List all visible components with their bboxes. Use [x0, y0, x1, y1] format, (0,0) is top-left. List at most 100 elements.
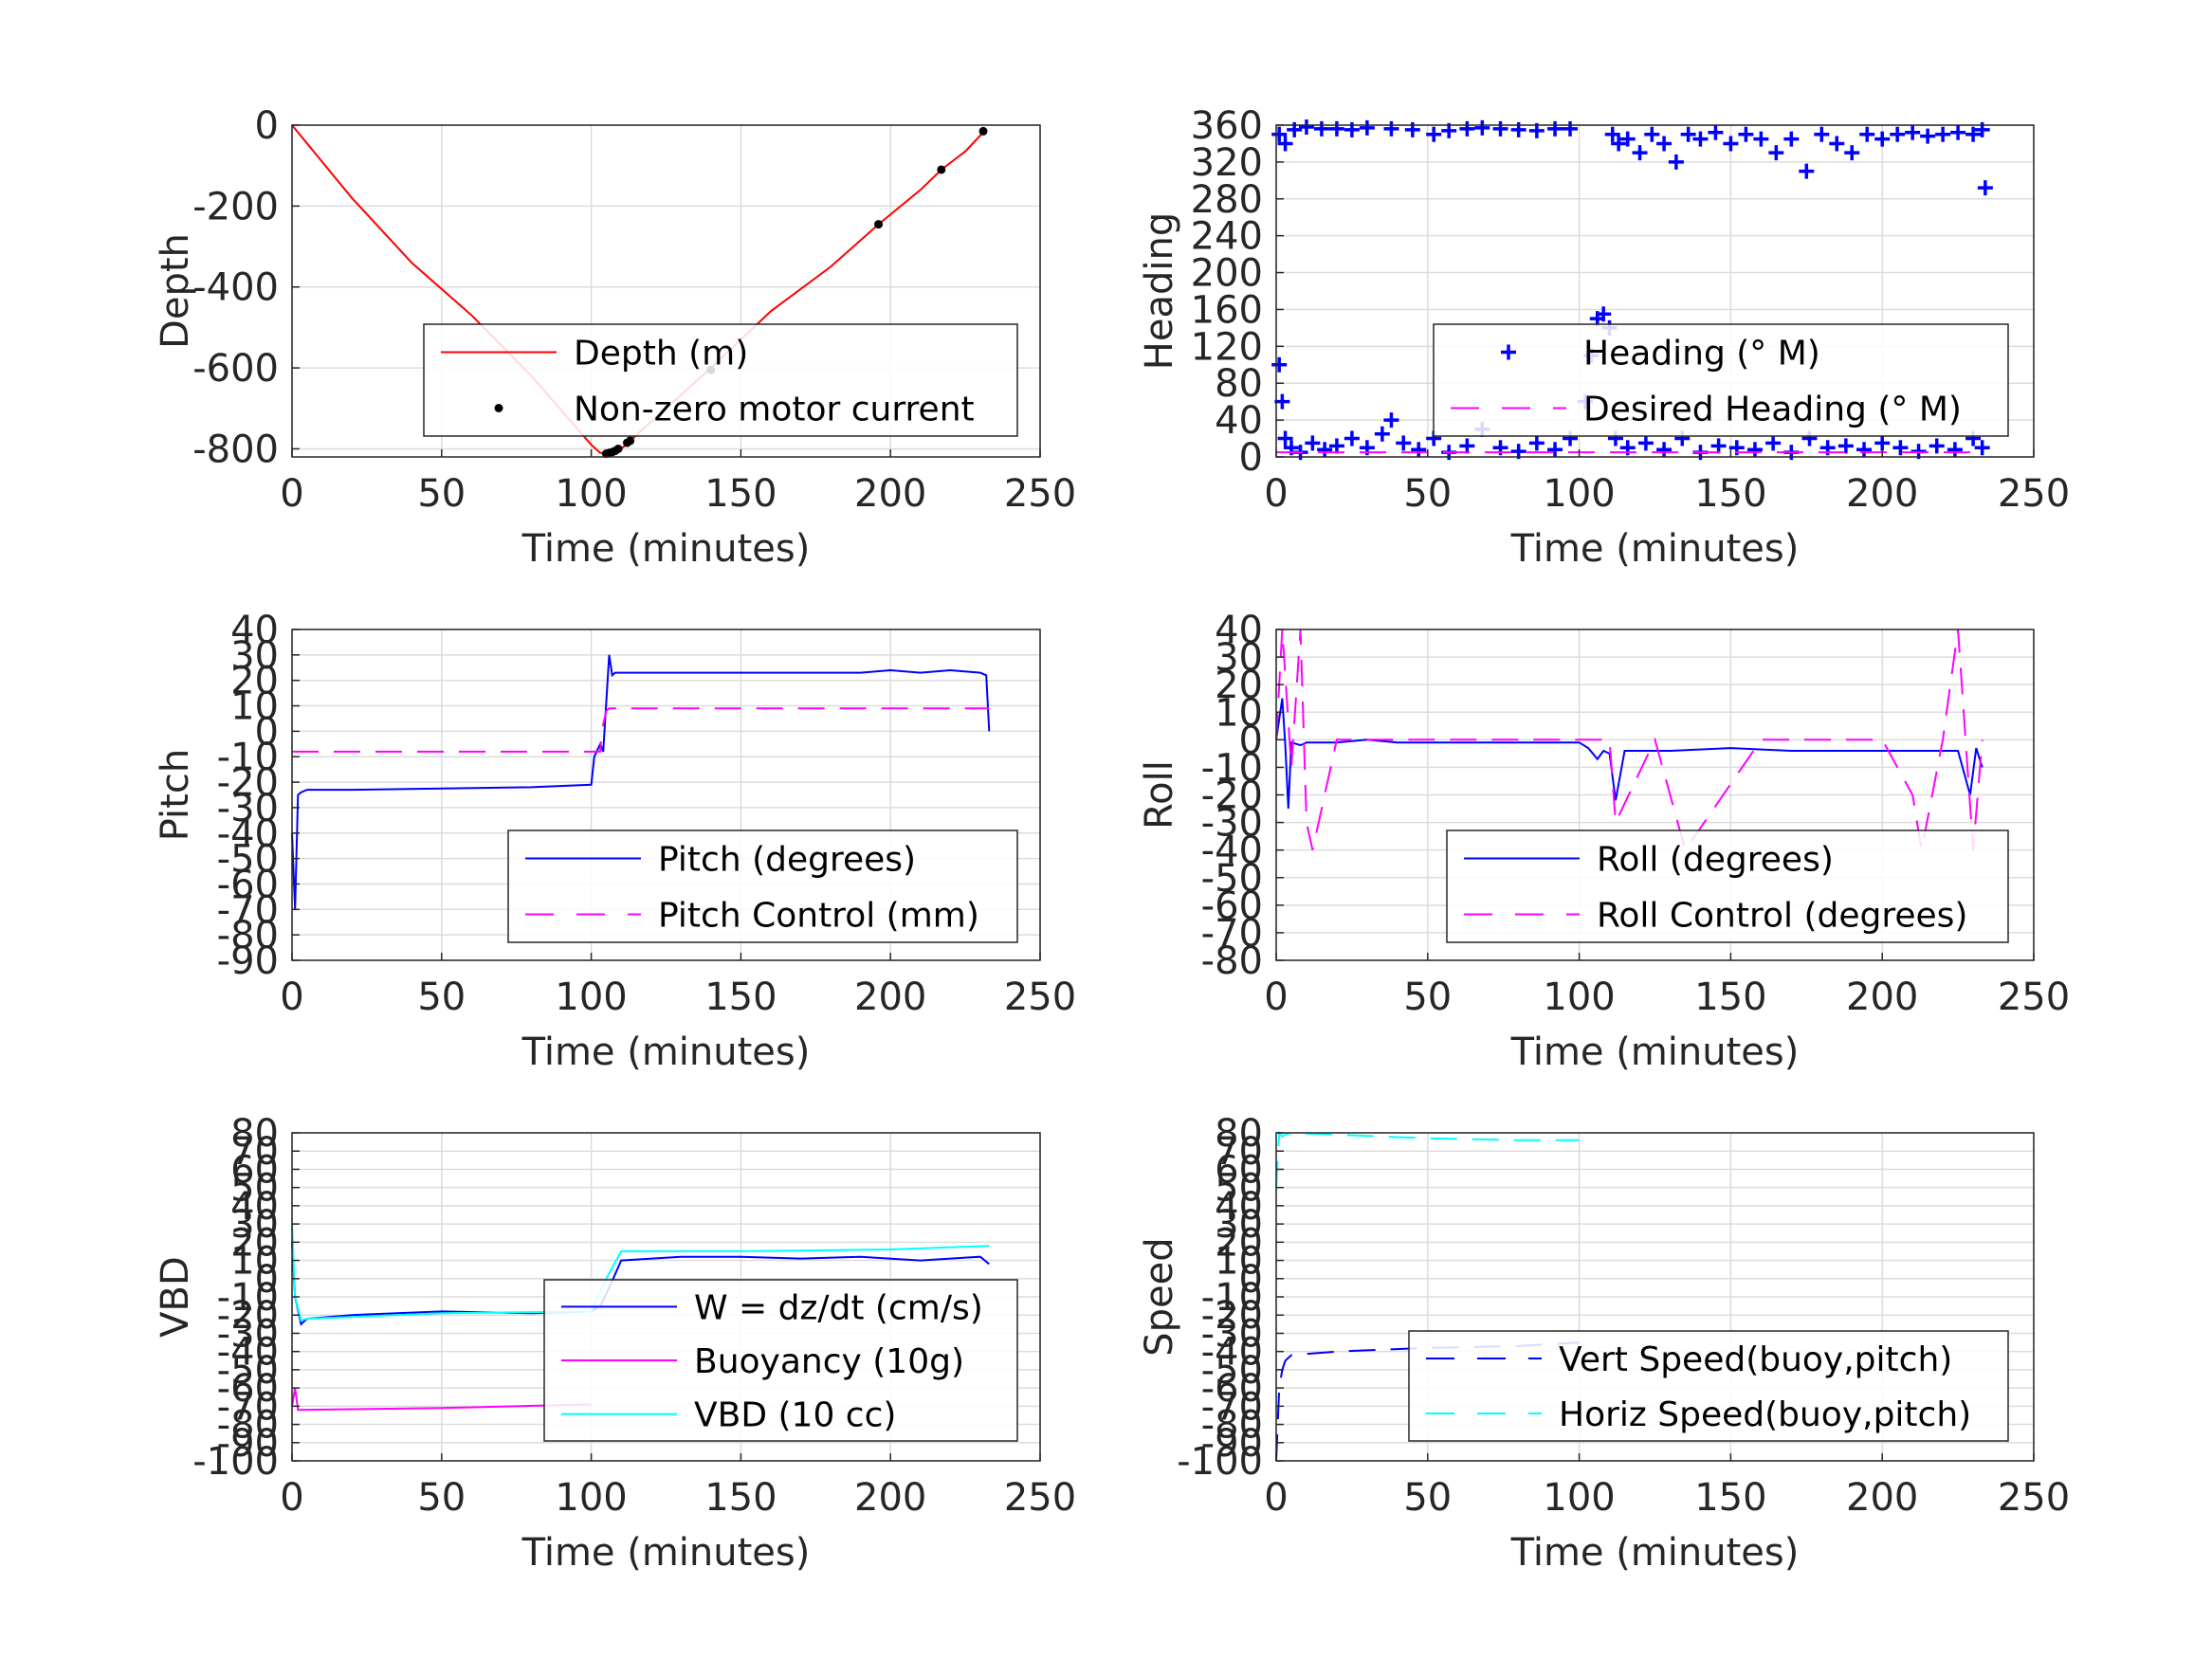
- y-axis-label: Roll: [1138, 760, 1181, 830]
- chart-panel-1: 0 50 100 150 200 250 0 -200 -400 -600 -800 Time (mi…: [154, 104, 1076, 571]
- data-point: [1692, 131, 1709, 147]
- data-point: [1474, 119, 1490, 136]
- axes-box: [1275, 124, 2035, 458]
- tick-label-x: 50: [1403, 975, 1452, 1019]
- tick-label-y: 160: [1191, 288, 1263, 332]
- legend-box: [1446, 830, 2009, 943]
- tick-label-y: 80: [1215, 1112, 1263, 1156]
- data-point: [1799, 163, 1815, 179]
- tick-label-y: -800: [192, 428, 279, 471]
- data-point: [1950, 124, 1966, 140]
- chart-panel-5: 0 50 100 150 200 250-100-90-80-70-60-50-40-30…: [154, 1112, 1076, 1575]
- tick-label-y: 0: [255, 710, 279, 754]
- tick-label-y: -70: [1201, 1385, 1263, 1429]
- series-line: [1275, 698, 1983, 810]
- tick-label-y: -50: [217, 1349, 279, 1393]
- tick-label-y: 80: [230, 1112, 279, 1156]
- ticks: 0 50 100 150 200 250-80-70-60-50-40-30-20-100…: [1201, 609, 2071, 1019]
- tick-label-y: -80: [1201, 939, 1263, 983]
- tick-label-y: -60: [1201, 884, 1263, 928]
- x-axis-label: Time (minutes): [1510, 527, 1800, 571]
- data-point: [1710, 438, 1727, 454]
- data-point: [1274, 393, 1290, 410]
- tick-label-x: 0: [280, 975, 303, 1019]
- legend-label: Pitch (degrees): [658, 841, 916, 880]
- data-point: [1271, 356, 1288, 373]
- legend-label: Roll Control (degrees): [1597, 897, 1967, 936]
- tick-label-y: -10: [1201, 1276, 1263, 1320]
- tick-label-y: 320: [1191, 141, 1263, 185]
- data-point: [1411, 442, 1427, 458]
- data-point: [1668, 154, 1684, 170]
- data-point: [1383, 412, 1399, 428]
- tick-label-x: 150: [704, 472, 777, 516]
- axes-box: [291, 124, 1041, 458]
- legend-box: [507, 830, 1018, 943]
- tick-label-x: 150: [1694, 975, 1766, 1019]
- data-point: [1768, 145, 1784, 161]
- series-line: [292, 707, 990, 753]
- tick-label-y: -30: [217, 787, 279, 830]
- data-point: [1611, 136, 1627, 152]
- tick-label-x: 50: [1403, 1476, 1452, 1520]
- tick-label-y: -70: [1201, 912, 1263, 956]
- tick-label-y: -50: [1201, 857, 1263, 901]
- tick-label-y: -90: [1201, 1422, 1263, 1466]
- data-point: [978, 126, 988, 136]
- tick-label-x: 200: [1846, 975, 1918, 1019]
- data-point: [1492, 120, 1508, 137]
- tick-label-x: 100: [1543, 1476, 1615, 1520]
- series-group: [291, 654, 991, 910]
- legend: Vert Speed(buoy,pitch) Horiz Speed(buoy,p…: [1408, 1330, 2009, 1442]
- legend-label: Horiz Speed(buoy,pitch): [1559, 1395, 1971, 1434]
- legend-box: [1433, 323, 2009, 437]
- data-point: [1459, 120, 1475, 137]
- tick-label-y: 0: [1239, 436, 1263, 480]
- legend-marker: [1501, 344, 1516, 360]
- tick-label-y: -40: [1201, 1331, 1263, 1375]
- tick-label-x: 250: [1004, 1476, 1076, 1520]
- y-axis-label: Speed: [1138, 1237, 1181, 1356]
- tick-label-x: 200: [854, 975, 926, 1019]
- tick-label-y: 10: [230, 685, 279, 729]
- tick-label-y: -20: [217, 1294, 279, 1338]
- x-axis-label: Time (minutes): [1510, 1030, 1800, 1074]
- tick-label-x: 100: [1543, 472, 1615, 516]
- tick-label-y: 10: [1215, 1240, 1263, 1284]
- tick-label-y: 30: [230, 1203, 279, 1247]
- data-point: [1317, 442, 1333, 458]
- chart-panel-2: 0 50 100 150 200 2500408012016020024028032036…: [1138, 104, 2070, 571]
- tick-label-x: 100: [555, 975, 627, 1019]
- data-point: [1814, 126, 1830, 142]
- data-point: [1859, 126, 1875, 142]
- legend: W = dz/dt (cm/s) Buoyancy (10g) VBD (10 cc…: [543, 1279, 1018, 1442]
- tick-label-y: -70: [217, 1385, 279, 1429]
- y-axis-label: Depth: [154, 233, 197, 349]
- ticks: 0 50 100 150 200 2500408012016020024028032036…: [1191, 104, 2071, 516]
- data-point: [1874, 131, 1891, 147]
- legend-box: [423, 323, 1018, 437]
- data-point: [1271, 126, 1288, 142]
- tick-label-x: 0: [280, 472, 303, 516]
- data-point: [1965, 126, 1982, 142]
- data-point: [1305, 435, 1321, 451]
- data-point: [1383, 120, 1399, 137]
- data-point: [613, 444, 623, 453]
- tick-label-y: -10: [217, 736, 279, 779]
- tick-label-x: 150: [704, 1476, 777, 1520]
- tick-label-y: 120: [1191, 325, 1263, 369]
- tick-label-y: 70: [1215, 1130, 1263, 1174]
- tick-label-y: -50: [1201, 1349, 1263, 1393]
- data-point: [1656, 136, 1673, 152]
- tick-label-y: -70: [217, 888, 279, 932]
- tick-label-x: 250: [1004, 975, 1076, 1019]
- tick-label-x: 150: [704, 975, 777, 1019]
- tick-label-y: -30: [1201, 802, 1263, 846]
- tick-label-y: -80: [217, 1404, 279, 1448]
- data-point: [1947, 442, 1963, 458]
- data-point: [1656, 442, 1673, 458]
- data-point: [1547, 120, 1563, 137]
- legend-label: Heading (° M): [1583, 335, 1820, 374]
- tick-label-y: 40: [1215, 609, 1263, 652]
- tick-label-y: -100: [192, 1440, 279, 1484]
